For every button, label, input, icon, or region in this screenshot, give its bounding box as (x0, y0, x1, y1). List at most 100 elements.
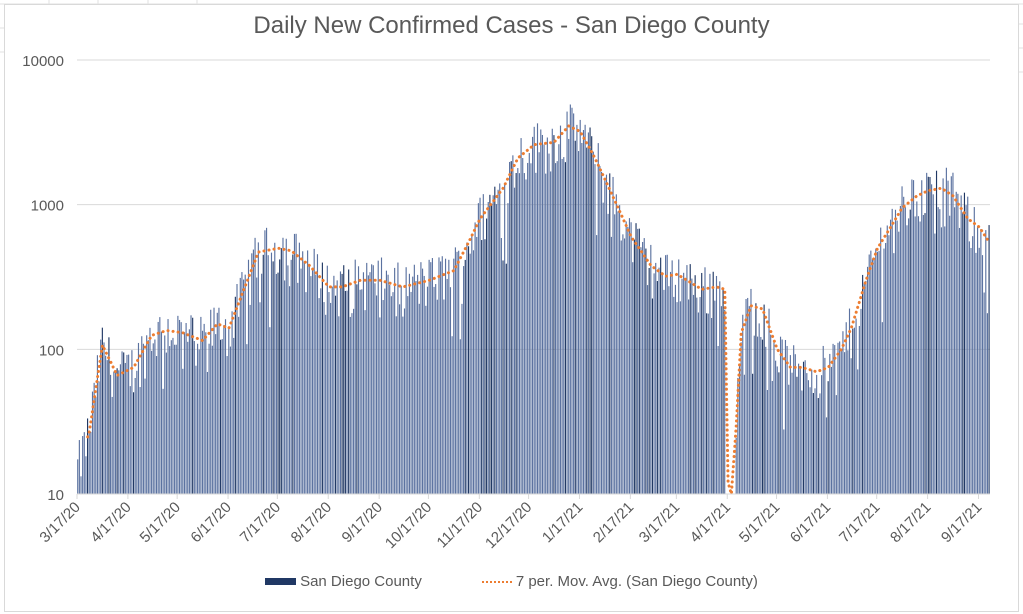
bar (201, 330, 204, 494)
bar (431, 258, 433, 494)
x-tick-label: 12/17/20 (482, 499, 535, 552)
bar (203, 323, 205, 494)
bar (490, 203, 493, 494)
bar (550, 171, 552, 495)
bar (118, 370, 120, 494)
bar (921, 180, 923, 494)
bar (704, 267, 706, 494)
bar (674, 284, 677, 494)
bar (658, 267, 660, 494)
bar (972, 236, 974, 494)
bar (873, 258, 875, 494)
bar (270, 252, 273, 494)
bar (786, 345, 788, 494)
bar (773, 340, 775, 494)
bar (745, 299, 747, 494)
bar (827, 381, 829, 494)
bar (170, 340, 172, 494)
bar (770, 334, 772, 494)
bar (90, 431, 92, 494)
bar (467, 246, 470, 494)
bar (712, 271, 714, 494)
bar (533, 126, 535, 494)
bar (778, 372, 780, 494)
bar (82, 436, 84, 494)
bar (313, 248, 315, 494)
bar (247, 259, 250, 494)
bar (763, 304, 765, 494)
bar (942, 178, 944, 494)
bar (627, 226, 629, 495)
bar (665, 255, 667, 494)
bar (868, 254, 870, 494)
bar (371, 264, 373, 494)
bar (394, 267, 396, 494)
bar (569, 104, 571, 495)
bar (689, 264, 691, 494)
bar (622, 234, 624, 494)
bar (246, 344, 248, 494)
bar (937, 207, 939, 494)
bar (164, 335, 166, 494)
bar (238, 316, 240, 494)
x-tick-label: 9/17/21 (938, 499, 985, 546)
chart-legend: San Diego County 7 per. Mov. Avg. (San D… (0, 573, 1023, 590)
bar (302, 251, 304, 494)
bar (765, 346, 767, 494)
bar (149, 327, 151, 494)
bar (430, 262, 432, 494)
x-tick-label: 6/17/21 (787, 499, 834, 546)
bar (919, 221, 921, 494)
bar (717, 346, 719, 494)
bar (311, 268, 314, 494)
bar (233, 337, 235, 494)
bar (806, 373, 808, 494)
bar (234, 296, 236, 494)
bar (604, 180, 606, 494)
bar (870, 250, 872, 494)
bar (860, 308, 862, 494)
bar (821, 375, 823, 494)
bar (825, 417, 828, 494)
bar (440, 261, 442, 494)
bar (563, 157, 565, 495)
bar (374, 283, 376, 494)
bar (308, 265, 310, 494)
bar (522, 158, 524, 494)
bar (507, 203, 509, 495)
bar (927, 176, 929, 495)
bar (735, 437, 737, 494)
bar (528, 153, 530, 494)
bar (922, 215, 924, 494)
bar (310, 276, 312, 494)
bar (793, 345, 795, 494)
legend-label-moving-average: 7 per. Mov. Avg. (San Diego County) (515, 573, 758, 590)
bar (857, 369, 859, 494)
bar (789, 355, 791, 494)
bar (847, 350, 849, 494)
bar (643, 238, 645, 494)
bar (527, 162, 529, 494)
bar (408, 273, 410, 494)
bar (576, 124, 578, 494)
bar (326, 265, 328, 494)
bar (154, 339, 156, 494)
bar (354, 259, 356, 494)
bar (188, 329, 190, 494)
bar (944, 226, 946, 495)
bar (285, 238, 287, 494)
bar (105, 355, 107, 494)
bar (688, 299, 690, 494)
bar (940, 227, 943, 495)
bar (968, 241, 970, 494)
bar (321, 262, 323, 494)
bar (681, 278, 683, 494)
bar (402, 316, 404, 494)
bar (906, 225, 908, 494)
bar (640, 247, 642, 494)
bar (486, 218, 488, 494)
bar (380, 257, 383, 494)
bar (398, 304, 401, 494)
bar (433, 286, 435, 494)
bar (970, 247, 972, 494)
